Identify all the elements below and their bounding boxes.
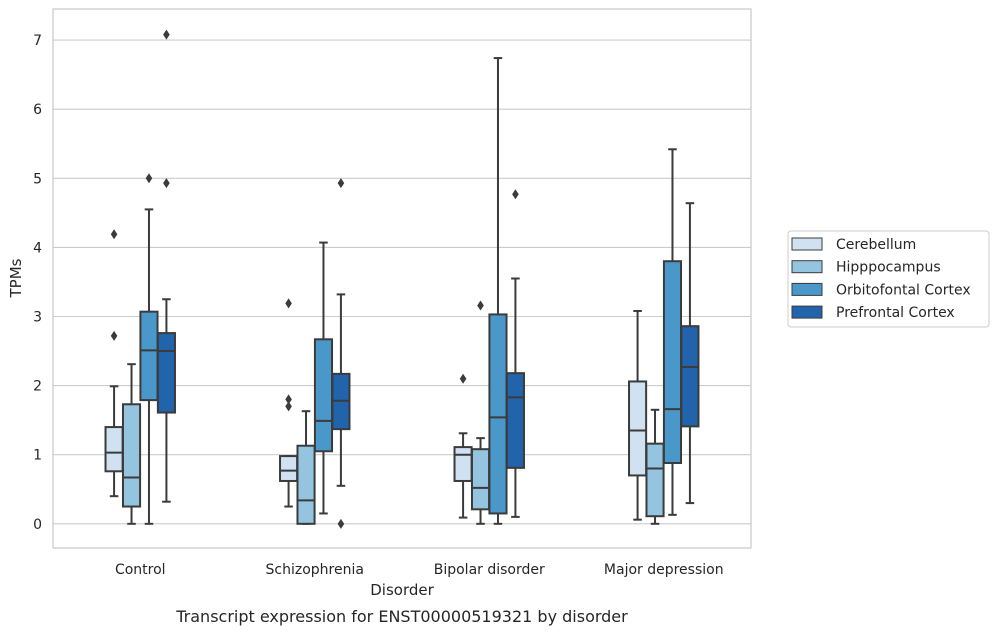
outlier-point: [110, 330, 118, 341]
legend-label: Prefrontal Cortex: [836, 305, 955, 321]
outlier-point: [285, 401, 292, 412]
series-group: [139, 57, 683, 525]
series-group: [156, 29, 700, 529]
y-tick-label: 2: [33, 379, 42, 395]
outlier-point: [337, 178, 345, 189]
outlier-point: [477, 300, 484, 311]
y-tick-label: 5: [33, 171, 42, 187]
box: [313, 338, 334, 453]
legend-label: Orbitofontal Cortex: [836, 282, 971, 298]
box-group: [505, 189, 525, 518]
box: [156, 332, 176, 414]
outlier-point: [145, 173, 153, 184]
y-tick-labels: 0 1 2 3 4 5 6 7: [33, 33, 42, 533]
legend-frame: [787, 230, 990, 328]
legend: Cerebellum Hipppocampus Orbitofontal Corte…: [787, 230, 990, 328]
legend-swatch: [791, 260, 823, 274]
box: [488, 313, 508, 515]
box: [279, 455, 299, 482]
outlier-point: [163, 29, 170, 40]
legend-label: Cerebellum: [836, 237, 916, 253]
legend-swatch: [791, 282, 823, 296]
box: [139, 310, 159, 402]
x-tick-label: Bipolar disorder: [434, 562, 545, 578]
y-tick-label: 3: [33, 310, 42, 326]
y-axis-label: TPMs: [7, 258, 25, 298]
box-group: [104, 229, 124, 498]
box-group: [680, 202, 700, 505]
y-tick-label: 0: [33, 517, 42, 533]
box: [645, 442, 665, 518]
box-group: [279, 298, 299, 508]
series-group: [121, 300, 665, 525]
legend-swatch: [791, 305, 823, 319]
y-tick-label: 4: [33, 240, 42, 256]
y-tick-label: 6: [33, 102, 42, 118]
plot-frame: [52, 8, 752, 549]
box-group: [628, 309, 648, 521]
box-group: [296, 410, 316, 525]
outlier-point: [285, 298, 292, 309]
box: [121, 403, 142, 508]
box-group: [488, 57, 508, 525]
box: [296, 444, 316, 525]
x-tick-label: Major depression: [604, 562, 724, 578]
series-group: [104, 229, 648, 521]
y-tick-label: 7: [33, 33, 42, 49]
outlier-point: [285, 394, 292, 405]
outlier-point: [512, 189, 519, 200]
box-group: [121, 363, 142, 525]
box: [680, 325, 700, 428]
legend-items: Cerebellum Hipppocampus Orbitofontal Corte…: [791, 237, 971, 321]
chart-caption: Transcript expression for ENST0000051932…: [175, 607, 628, 626]
outlier-point: [110, 229, 118, 240]
x-tick-labels: Control Schizophrenia Bipolar disorder Majo…: [115, 562, 724, 578]
legend-label: Hipppocampus: [836, 260, 941, 276]
box-group: [313, 241, 334, 515]
box: [470, 448, 491, 511]
box-group: [645, 408, 665, 525]
box-group: [453, 373, 473, 519]
box: [453, 446, 473, 482]
outlier-point: [459, 373, 467, 384]
outlier-point: [163, 178, 170, 189]
box: [628, 380, 648, 477]
box-series: [104, 29, 700, 529]
box-group: [662, 148, 683, 516]
box-group: [156, 29, 176, 503]
box: [662, 260, 683, 465]
box-group: [139, 173, 159, 525]
x-axis-label: Disorder: [370, 581, 434, 599]
y-tick-label: 1: [33, 448, 42, 464]
x-tick-label: Schizophrenia: [266, 562, 364, 578]
box: [505, 372, 525, 469]
legend-swatch: [791, 237, 823, 251]
box-group: [470, 300, 491, 525]
x-tick-label: Control: [115, 562, 166, 578]
box: [104, 426, 124, 473]
outlier-point: [337, 518, 345, 529]
box-group: [331, 178, 351, 529]
